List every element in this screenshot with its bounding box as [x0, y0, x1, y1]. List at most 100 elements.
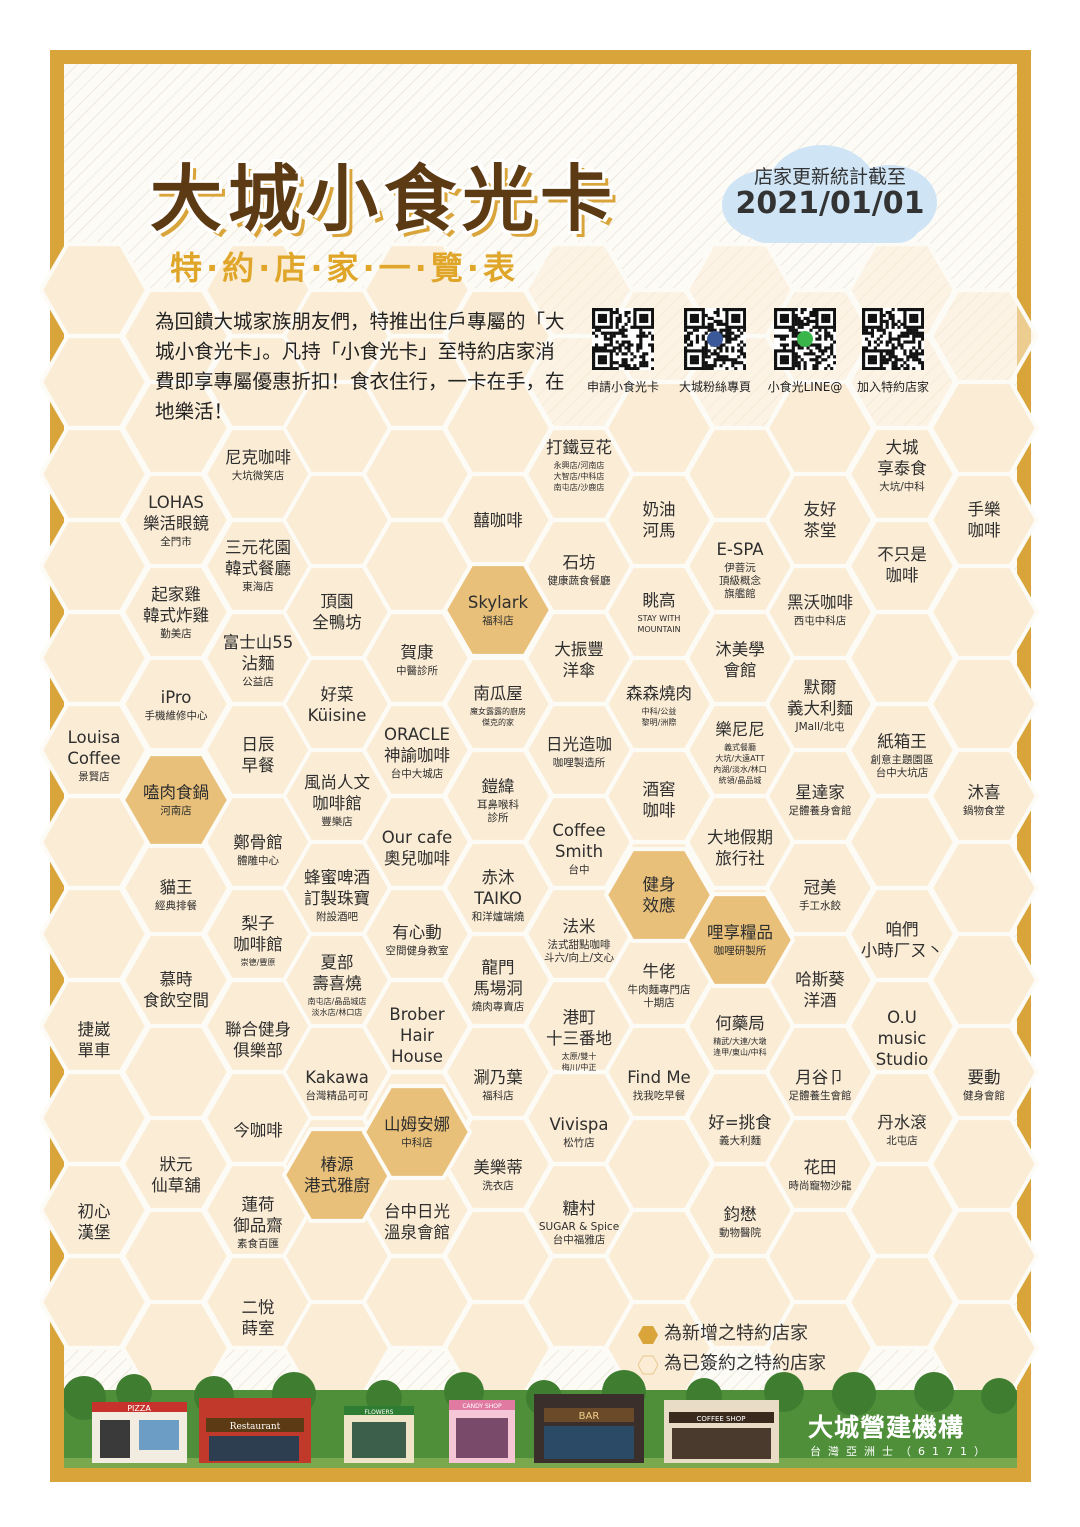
- shop-name: 三元花園 韓式餐廳: [225, 537, 291, 578]
- shop-item: 眺高 STAY WITH MOUNTAIN: [584, 590, 734, 635]
- shop-item: LOHAS 樂活眼鏡全門市: [101, 492, 251, 549]
- shop-name: 好=挑食: [708, 1113, 772, 1132]
- page-subtitle: 特·約·店·家·一·覽·表: [170, 249, 519, 287]
- shop-item: 聯合健身 俱樂部: [183, 1019, 333, 1061]
- shop-name: 梨子 咖啡館: [233, 913, 283, 954]
- shop-name: 龍門 馬場洞: [473, 957, 523, 998]
- shop-name: 好菜 Küisine: [307, 685, 367, 725]
- qr-label: 申請小食光卡: [586, 380, 659, 394]
- shop-subtitle: 時尚寵物沙龍: [788, 1180, 852, 1192]
- new-shop-hex: [120, 752, 232, 848]
- shop-name: 蜂蜜啤酒 訂製珠寶: [304, 867, 370, 908]
- shop-name: 台中日光 溫泉會館: [384, 1202, 450, 1242]
- shop-name: 椿源 港式雅廚: [304, 1155, 370, 1195]
- shop-name: 默爾 義大利麵: [787, 677, 853, 718]
- sign-flowers: FLOWERS: [364, 1409, 393, 1416]
- shop-subtitle: 大坑微笑店: [231, 470, 285, 482]
- shop-subtitle: 體雕中心: [237, 855, 279, 867]
- qr-code-line-icon[interactable]: [774, 308, 837, 371]
- shop-name: 夏部 壽喜燒: [312, 953, 362, 993]
- shop-item: 大振豐 洋傘: [504, 639, 654, 681]
- page-title: 大城小食光卡: [150, 157, 619, 241]
- shop-name: 要動: [967, 1068, 1001, 1087]
- shop-name: 蓮荷 御品齋: [233, 1194, 283, 1235]
- shop-name: 美樂蒂: [473, 1158, 523, 1177]
- shop-subtitle: 耳鼻喉科 診所: [477, 798, 519, 824]
- shop-name: 二悅 蒔室: [241, 1298, 275, 1338]
- shop-subtitle: 牛肉麵專門店 十期店: [627, 983, 691, 1009]
- shop-subtitle: 河南店: [160, 805, 192, 817]
- shop-name: 日光造咖: [546, 735, 612, 754]
- shop-item: 尼克咖啡 大坑微笑店: [183, 447, 333, 483]
- shop-item: 黑沃咖啡 西屯中科店: [745, 592, 895, 628]
- shop-subtitle: 崇德/豐原: [240, 957, 276, 967]
- shop-item: iPro 手機維修中心: [101, 687, 251, 723]
- shop-subtitle: 豐樂店: [321, 815, 353, 828]
- shop-item: 手樂 咖啡: [909, 499, 1059, 541]
- shop-subtitle: 魔女露露的廚房 傑克的家: [470, 706, 526, 727]
- shop-item: 奶油 河馬: [584, 499, 734, 541]
- shop-item: Louisa Coffee 景賢店: [19, 727, 169, 784]
- shop-name: 糖村: [562, 1198, 596, 1218]
- shop-item: 鈞懋 動物醫院: [665, 1204, 815, 1240]
- shop-item: 椿源 港式雅廚: [262, 1154, 412, 1196]
- shop-name: 南瓜屋: [473, 683, 523, 703]
- qr-label: 大城粉絲專頁: [678, 380, 751, 394]
- new-shop-hex: [361, 1084, 473, 1180]
- shop-name: 月谷卩: [795, 1068, 845, 1087]
- shop-name: 貓王: [159, 878, 193, 897]
- qr-label: 小食光LINE@: [767, 380, 843, 394]
- shop-subtitle: 素食百匯: [237, 1237, 279, 1250]
- shop-subtitle: 經典排餐: [155, 900, 197, 912]
- shop-subtitle: 找我吃早餐: [632, 1090, 686, 1102]
- shop-subtitle: STAY WITH MOUNTAIN: [637, 613, 681, 634]
- shop-name: Coffee Smith: [552, 820, 606, 861]
- shop-item: 涮乃葉 福科店: [423, 1067, 573, 1103]
- shop-name: 友好 茶堂: [803, 500, 837, 540]
- shop-name: 何藥局: [715, 1013, 765, 1033]
- update-label: 店家更新統計截至: [753, 166, 906, 188]
- shop-item: 港町 十三番地太原/雙十 梅川/中正: [504, 1007, 654, 1073]
- shop-subtitle: 中科/公益 黎明/洲際: [641, 706, 677, 727]
- shop-subtitle: 太原/雙十 梅川/中正: [561, 1052, 597, 1072]
- shop-subtitle: 中科店: [401, 1137, 433, 1149]
- shop-subtitle: 全門市: [160, 535, 192, 548]
- shop-name: 尼克咖啡: [225, 448, 291, 467]
- shop-name: 山姆安娜: [384, 1115, 450, 1134]
- shop-subtitle: 附設酒吧: [316, 910, 358, 923]
- shop-item: 紙箱王 創意主題園區 台中大坑店: [827, 731, 977, 780]
- shop-name: 富士山55 沾麵: [222, 632, 294, 673]
- brand-subtitle: 台灣亞洲士（6171）: [810, 1445, 992, 1458]
- qr-code-icon[interactable]: [592, 308, 655, 371]
- shop-subtitle: 台中大城店: [390, 767, 444, 780]
- shop-subtitle: 福科店: [482, 615, 514, 627]
- storefront-illustration: PIZZA Restaurant FLOWERS CANDY SHOP BAR …: [64, 1370, 1017, 1468]
- shop-name: 哩享糧品: [707, 923, 773, 942]
- qr-code-icon[interactable]: [862, 308, 925, 371]
- shop-item: Brober Hair House: [342, 1004, 492, 1067]
- shop-name: 鄭骨館: [233, 833, 283, 852]
- signed-shop-hex-icon: [638, 1355, 658, 1375]
- shop-item: 三元花園 韓式餐廳 東海店: [183, 537, 333, 594]
- shop-subtitle: 洗衣店: [482, 1180, 514, 1192]
- shop-item: Coffee Smith 台中: [504, 820, 654, 877]
- shop-item: 森森燒肉 中科/公益 黎明/洲際: [584, 683, 734, 728]
- shop-item: 囍咖啡: [423, 510, 573, 531]
- shop-subtitle: 咖哩製造所: [552, 757, 606, 769]
- shop-item: 今咖啡: [183, 1120, 333, 1141]
- shop-name: 打鐵豆花: [546, 438, 612, 457]
- shop-item: Skylark 福科店: [423, 592, 573, 628]
- shop-item: 蜂蜜啤酒 訂製珠寶附設酒吧: [262, 867, 412, 924]
- shop-name: 奶油 河馬: [642, 500, 676, 540]
- shop-name: Find Me: [627, 1068, 691, 1087]
- sign-candy-shop: CANDY SHOP: [462, 1403, 502, 1410]
- shop-name: LOHAS 樂活眼鏡: [143, 492, 209, 533]
- shop-name: 起家雞 韓式炸雞: [143, 584, 209, 625]
- shop-name: Our cafe 奧兒咖啡: [381, 828, 453, 868]
- shop-item: 要動 健身會館: [909, 1067, 1059, 1103]
- shop-item: 默爾 義大利麵 JMall/北屯: [745, 677, 895, 734]
- shop-name: 大振豐 洋傘: [554, 640, 604, 680]
- shop-name: 港町 十三番地: [546, 1008, 612, 1048]
- qr-code-facebook-icon[interactable]: [684, 308, 747, 371]
- shop-subtitle: 北屯店: [886, 1135, 918, 1147]
